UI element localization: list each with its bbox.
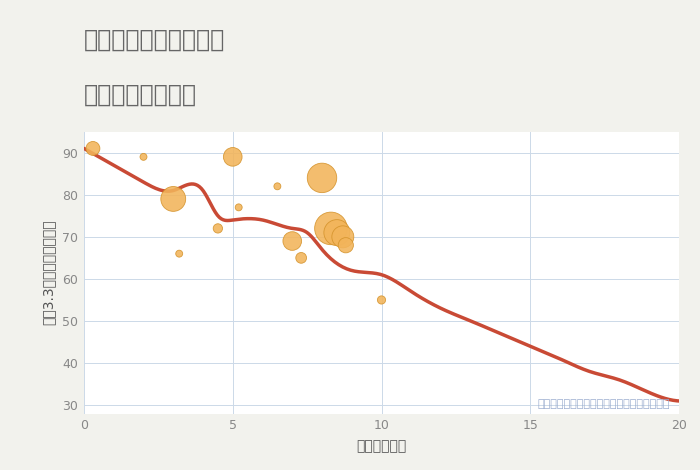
Point xyxy=(326,225,337,232)
Point xyxy=(331,229,342,236)
Point xyxy=(88,145,99,152)
Y-axis label: 坪（3.3㎡）単価（万円）: 坪（3.3㎡）単価（万円） xyxy=(41,220,55,325)
Point xyxy=(287,237,298,245)
X-axis label: 駅距離（分）: 駅距離（分） xyxy=(356,439,407,453)
Text: 円の大きさは、取引のあった物件面積を示す: 円の大きさは、取引のあった物件面積を示す xyxy=(538,399,670,408)
Point xyxy=(272,182,283,190)
Point xyxy=(376,296,387,304)
Text: 大阪府八尾市山本町の: 大阪府八尾市山本町の xyxy=(84,28,225,52)
Point xyxy=(168,195,179,203)
Point xyxy=(174,250,185,258)
Point xyxy=(316,174,328,182)
Point xyxy=(212,225,223,232)
Text: 駅距離別土地価格: 駅距離別土地価格 xyxy=(84,82,197,106)
Point xyxy=(337,233,349,241)
Point xyxy=(233,204,244,211)
Point xyxy=(340,242,351,249)
Point xyxy=(227,153,238,161)
Point xyxy=(295,254,307,262)
Point xyxy=(138,153,149,161)
